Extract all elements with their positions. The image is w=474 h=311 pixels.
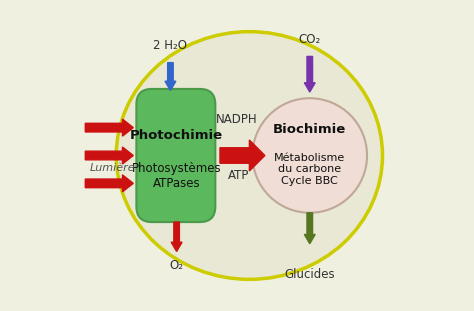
Text: Métabolisme
du carbone
Cycle BBC: Métabolisme du carbone Cycle BBC <box>274 153 346 186</box>
FancyArrow shape <box>171 222 182 252</box>
Text: Glucides: Glucides <box>284 268 335 281</box>
Text: Photosystèmes
ATPases: Photosystèmes ATPases <box>132 162 221 190</box>
FancyArrow shape <box>85 147 133 164</box>
Circle shape <box>253 98 367 213</box>
Text: Photochimie: Photochimie <box>130 129 223 142</box>
Text: Lumière: Lumière <box>90 163 136 173</box>
Text: 2 H₂O: 2 H₂O <box>154 39 187 52</box>
FancyBboxPatch shape <box>137 89 215 222</box>
Ellipse shape <box>116 32 383 279</box>
FancyArrow shape <box>304 56 315 92</box>
Text: CO₂: CO₂ <box>299 33 321 46</box>
FancyArrow shape <box>85 119 133 136</box>
Text: NADPH: NADPH <box>216 114 258 126</box>
Text: Biochimie: Biochimie <box>273 123 346 136</box>
FancyArrow shape <box>220 140 265 171</box>
FancyArrow shape <box>165 63 176 91</box>
Text: ATP: ATP <box>228 169 249 182</box>
FancyArrow shape <box>85 175 133 192</box>
Text: O₂: O₂ <box>170 259 183 272</box>
FancyArrow shape <box>304 213 315 244</box>
